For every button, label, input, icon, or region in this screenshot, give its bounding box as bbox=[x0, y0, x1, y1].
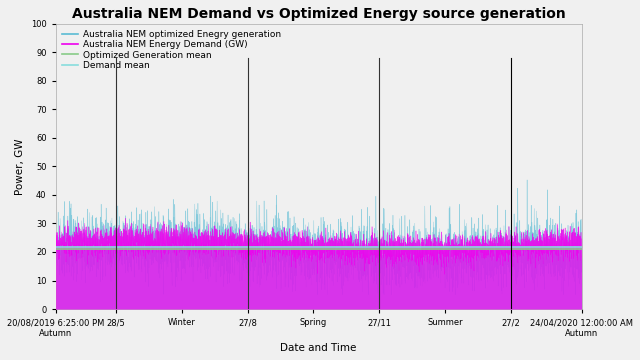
Title: Australia NEM Demand vs Optimized Energy source generation: Australia NEM Demand vs Optimized Energy… bbox=[72, 7, 566, 21]
Legend: Australia NEM optimized Enegry generation, Australia NEM Energy Demand (GW), Opt: Australia NEM optimized Enegry generatio… bbox=[60, 28, 283, 72]
X-axis label: Date and Time: Date and Time bbox=[280, 343, 356, 353]
Y-axis label: Power, GW: Power, GW bbox=[15, 138, 26, 194]
